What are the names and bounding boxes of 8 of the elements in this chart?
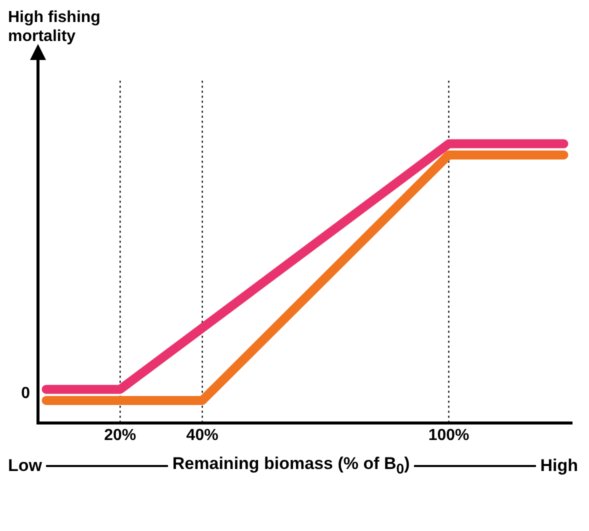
x-tick-label: 20%: [104, 426, 136, 444]
text: 0: [21, 384, 30, 403]
text: High fishing mortality: [8, 8, 102, 46]
x-tick-label: 100%: [428, 426, 470, 444]
x-axis-title: Remaining biomass (% of B$_{0}$): [172, 454, 410, 478]
text: Low: [8, 456, 42, 476]
x-tick-label: 40%: [186, 426, 218, 444]
text: High: [540, 456, 578, 476]
